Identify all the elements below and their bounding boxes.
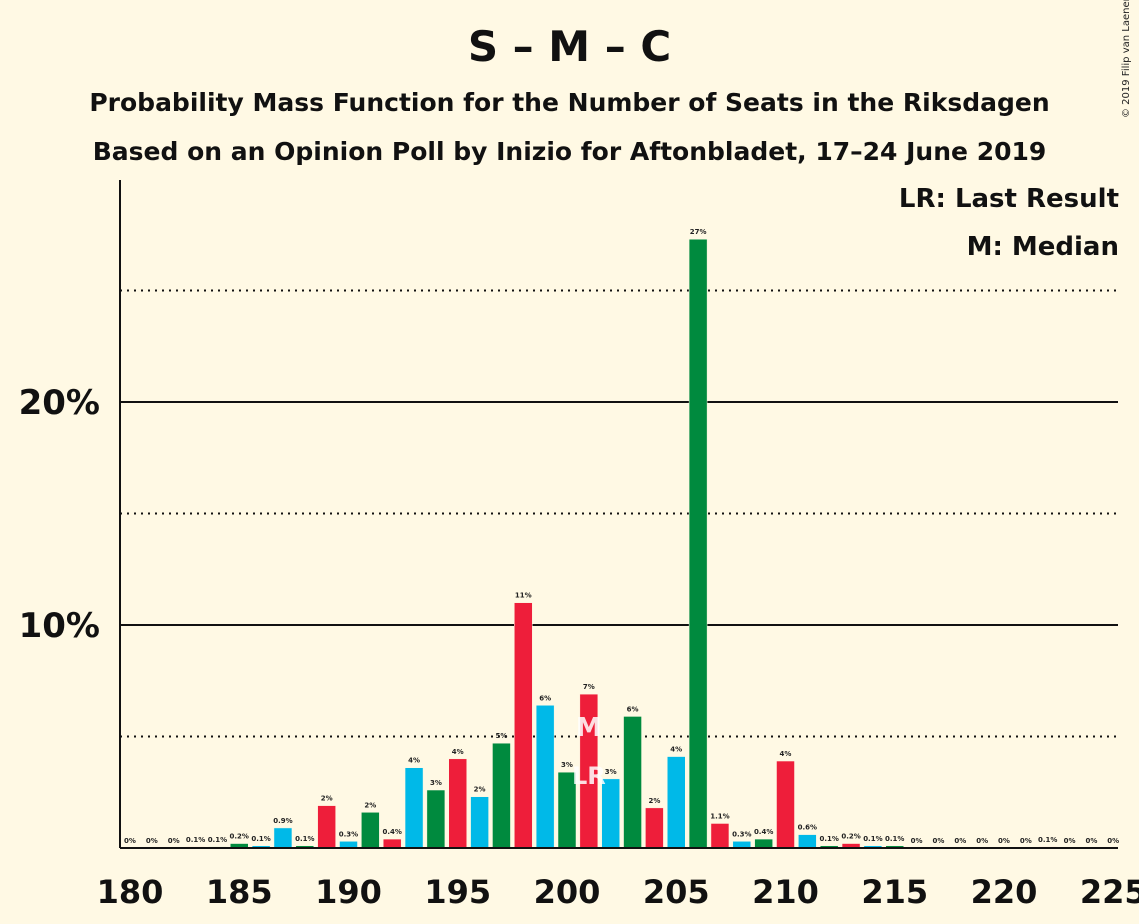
bar-value-label: 0%	[1064, 837, 1076, 845]
x-tick-label: 180	[97, 873, 164, 911]
bar-value-label: 0%	[124, 837, 136, 845]
bar-value-label: 0%	[911, 837, 923, 845]
bar-value-label: 0.1%	[251, 835, 270, 843]
bar-value-label: 0.1%	[885, 835, 904, 843]
bar-value-label: 0.1%	[208, 836, 227, 844]
x-tick-label: 225	[1080, 873, 1139, 911]
bar	[710, 823, 730, 849]
x-tick-label: 220	[971, 873, 1038, 911]
bar-value-label: 0.1%	[863, 835, 882, 843]
x-tick-label: 210	[752, 873, 819, 911]
bar	[317, 805, 336, 849]
bar-value-label: 0.3%	[339, 830, 358, 838]
bar-value-label: 2%	[474, 786, 486, 794]
legend-last-result: LR: Last Result	[898, 184, 1119, 214]
x-tick-label: 185	[206, 873, 273, 911]
median-marker: M	[576, 713, 602, 743]
bar-value-label: 6%	[627, 705, 639, 713]
bar	[426, 789, 446, 849]
bar-value-label: 2%	[364, 801, 376, 809]
bar-value-label: 0%	[1107, 837, 1119, 845]
chart-subtitle-source: Based on an Opinion Poll by Inizio for A…	[92, 137, 1047, 166]
bar-value-label: 0.4%	[382, 828, 401, 836]
bar-value-label: 0.1%	[186, 836, 205, 844]
x-tick-label: 195	[424, 873, 491, 911]
y-tick-label: 20%	[19, 383, 100, 423]
bar-value-label: 2%	[648, 797, 660, 805]
bar-value-label: 0%	[998, 837, 1010, 845]
bar-value-label: 0%	[976, 837, 988, 845]
bar-value-label: 4%	[408, 757, 420, 765]
chart-subtitle: Probability Mass Function for the Number…	[89, 88, 1050, 117]
bar-value-label: 0.1%	[295, 835, 314, 843]
bar-value-label: 0.9%	[273, 817, 292, 825]
bar-value-label: 27%	[690, 228, 707, 236]
bar-value-label: 0%	[168, 837, 180, 845]
bar-value-label: 0%	[933, 837, 945, 845]
bar-value-label: 0%	[1020, 837, 1032, 845]
bar	[273, 827, 293, 849]
bar-value-label: 0%	[146, 837, 158, 845]
last-result-marker: LR	[572, 762, 606, 790]
bar-value-label: 5%	[496, 732, 508, 740]
y-tick-label: 10%	[19, 606, 100, 646]
bar	[339, 841, 358, 849]
bar	[623, 716, 642, 849]
legend-median: M: Median	[966, 232, 1119, 262]
chart-title: S – M – C	[467, 22, 672, 71]
bar	[688, 238, 708, 849]
x-tick-label: 205	[643, 873, 710, 911]
bar-value-label: 3%	[561, 761, 573, 769]
bar	[382, 838, 402, 849]
bar	[535, 705, 555, 849]
bar-value-label: 0.6%	[798, 824, 817, 832]
bar	[448, 758, 467, 849]
bar	[776, 760, 795, 849]
bar	[492, 742, 511, 849]
bar	[470, 796, 489, 849]
x-tick-label: 200	[534, 873, 601, 911]
bar-value-label: 3%	[605, 768, 617, 776]
bar-value-label: 6%	[539, 694, 551, 702]
bar-value-label: 4%	[670, 746, 682, 754]
bar	[667, 756, 686, 849]
bar	[754, 838, 773, 849]
bar-value-label: 7%	[583, 683, 595, 691]
bar-value-label: 0%	[954, 837, 966, 845]
bar-value-label: 0.3%	[732, 830, 751, 838]
bar	[361, 812, 380, 849]
bar	[798, 834, 817, 849]
x-tick-label: 190	[315, 873, 382, 911]
bar-value-label: 0.2%	[841, 833, 860, 841]
bar-value-label: 0.1%	[819, 835, 838, 843]
bar-value-label: 0%	[1085, 837, 1097, 845]
x-tick-label: 215	[861, 873, 928, 911]
bar-value-label: 4%	[780, 750, 792, 758]
bar	[514, 602, 533, 849]
bar-value-label: 3%	[430, 779, 442, 787]
bar	[404, 767, 424, 849]
bar-value-label: 1.1%	[710, 812, 729, 820]
bar-value-label: 0.4%	[754, 828, 773, 836]
bar	[645, 807, 664, 849]
bar-value-label: 4%	[452, 748, 464, 756]
bar-value-label: 0.2%	[230, 833, 249, 841]
bar-value-label: 0.1%	[1038, 836, 1057, 844]
bar-value-label: 2%	[321, 795, 333, 803]
bar	[732, 841, 752, 849]
bar-value-label: 11%	[515, 592, 532, 600]
